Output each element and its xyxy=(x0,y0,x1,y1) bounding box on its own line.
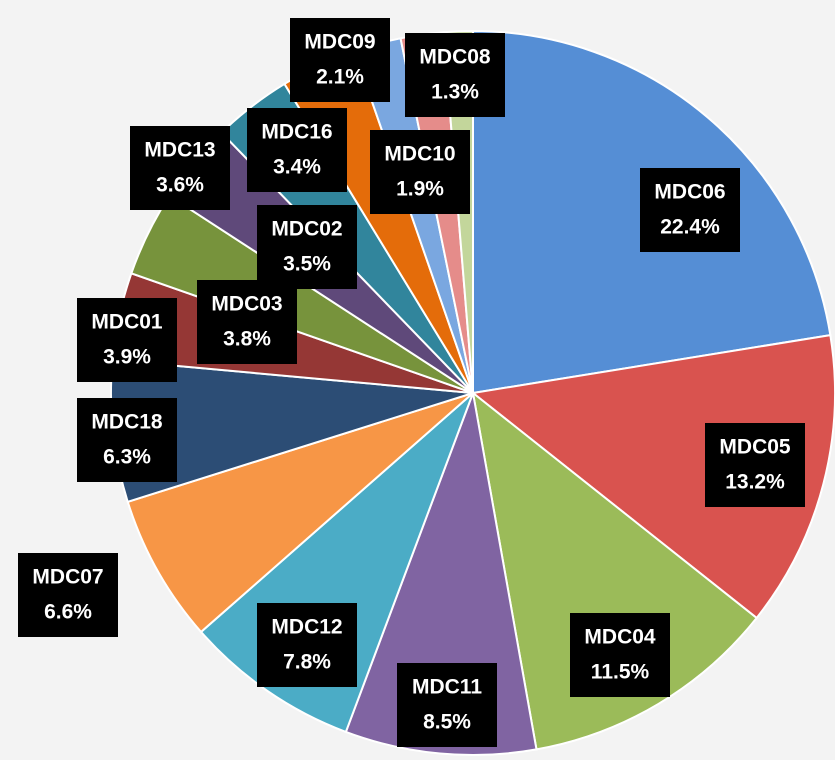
value-label: 11.5% xyxy=(591,661,650,684)
label-box xyxy=(640,168,740,252)
category-label: MDC08 xyxy=(419,46,491,69)
label-box xyxy=(257,205,357,289)
label-box xyxy=(197,280,297,364)
label-box xyxy=(257,603,357,687)
label-box xyxy=(130,126,230,210)
value-label: 3.8% xyxy=(223,328,271,351)
value-label: 6.3% xyxy=(103,446,151,469)
label-box xyxy=(705,423,805,507)
category-label: MDC02 xyxy=(271,218,342,241)
label-box xyxy=(570,613,670,697)
label-box xyxy=(370,130,470,214)
slice xyxy=(470,333,835,620)
label-box xyxy=(290,18,390,102)
label-box xyxy=(77,298,177,382)
value-label: 6.6% xyxy=(44,601,92,624)
label-box xyxy=(397,663,497,747)
value-label: 2.1% xyxy=(316,66,364,89)
value-label: 3.4% xyxy=(273,156,321,179)
category-label: MDC03 xyxy=(211,293,282,316)
value-label: 3.9% xyxy=(103,346,151,369)
label-box xyxy=(18,553,118,637)
value-label: 3.5% xyxy=(283,253,331,276)
value-label: 13.2% xyxy=(725,471,785,494)
value-label: 1.9% xyxy=(396,178,444,201)
category-label: MDC13 xyxy=(144,139,215,162)
category-label: MDC01 xyxy=(91,311,163,334)
label-box xyxy=(405,33,505,117)
category-label: MDC05 xyxy=(719,436,791,459)
category-label: MDC16 xyxy=(261,121,332,144)
label-box xyxy=(77,398,177,482)
category-label: MDC12 xyxy=(271,616,342,639)
category-label: MDC09 xyxy=(304,31,375,54)
value-label: 7.8% xyxy=(283,651,331,674)
label-box xyxy=(247,108,347,192)
category-label: MDC06 xyxy=(654,181,725,204)
category-label: MDC04 xyxy=(584,626,656,649)
slice xyxy=(471,390,759,751)
category-label: MDC18 xyxy=(91,411,163,434)
value-label: 1.3% xyxy=(431,81,479,104)
value-label: 3.6% xyxy=(156,174,204,197)
category-label: MDC11 xyxy=(412,676,482,699)
category-label: MDC07 xyxy=(32,566,103,589)
slice xyxy=(126,392,474,634)
value-label: 22.4% xyxy=(660,216,720,239)
category-label: MDC10 xyxy=(384,143,455,166)
value-label: 8.5% xyxy=(423,711,471,734)
